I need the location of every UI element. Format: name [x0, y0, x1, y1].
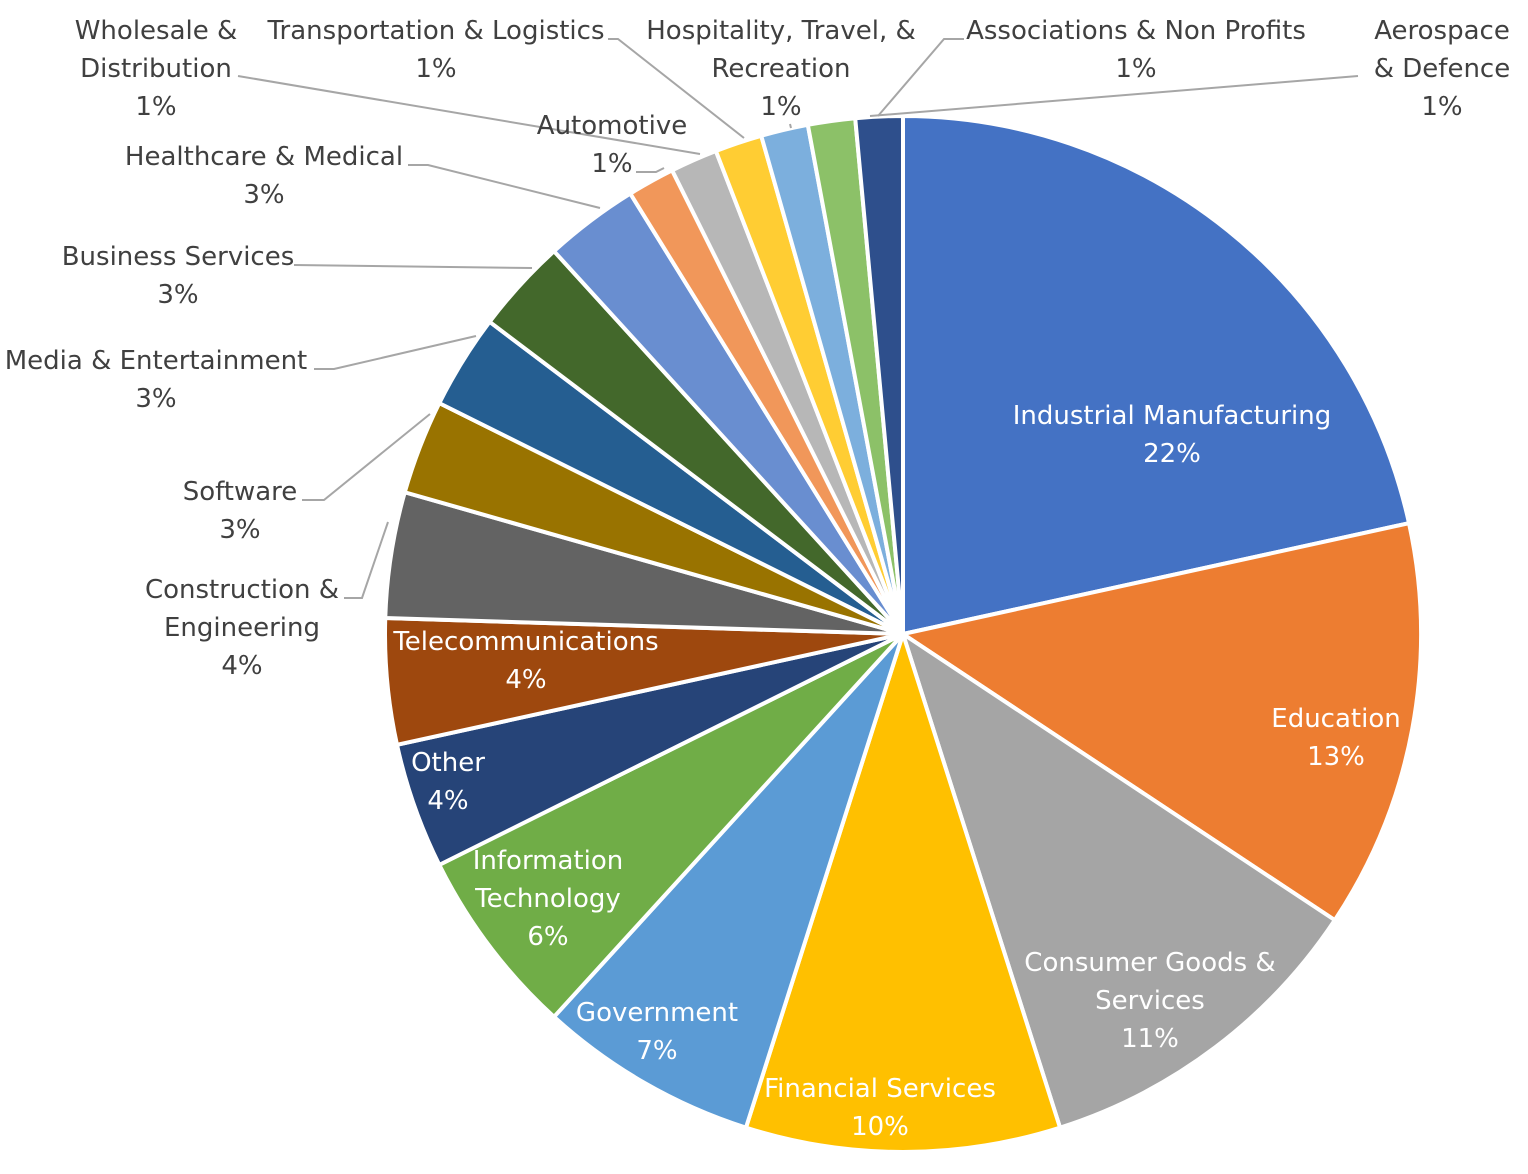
leader-line-construction-and-engineering: [344, 521, 389, 599]
data-label-software: Software 3%: [183, 477, 298, 545]
data-label-hospitality-travel-and-recreation: Hospitality, Travel, & Recreation 1%: [646, 16, 916, 122]
slice-government: [552, 632, 905, 1130]
data-label-associations-and-non-profits: Associations & Non Profits 1%: [966, 16, 1306, 84]
pie-slices: [383, 114, 1424, 1154]
leader-line-software: [302, 413, 431, 501]
data-label-media-and-entertainment: Media & Entertainment 3%: [5, 346, 308, 414]
data-label-government: Government 7%: [576, 998, 738, 1066]
slice-consumer-goods-and-services: [901, 632, 1337, 1130]
data-label-education: Education 13%: [1271, 704, 1400, 772]
leader-line-healthcare-and-medical: [408, 164, 601, 209]
slice-labels: Industrial Manufacturing 22% Education 13% C…: [5, 16, 1511, 1142]
slice-information-technology: [437, 632, 905, 1019]
data-label-business-services: Business Services 3%: [62, 242, 295, 310]
leader-line-wholesale-and-distribution: [237, 75, 701, 155]
data-label-transportation-and-logistics: Transportation & Logistics 1%: [266, 16, 604, 84]
slice-aerospace-and-defence: [853, 114, 905, 636]
data-label-construction-and-engineering: Construction & Engineering 4%: [145, 575, 339, 681]
leader-line-hospitality-travel-and-recreation: [789, 123, 792, 129]
data-label-financial-services: Financial Services 10%: [764, 1074, 996, 1142]
data-label-industrial-manufacturing: Industrial Manufacturing 22%: [1013, 401, 1331, 469]
leader-lines: [237, 38, 1359, 599]
data-label-automotive: Automotive 1%: [537, 111, 687, 179]
leader-line-automotive: [636, 167, 665, 173]
data-label-healthcare-and-medical: Healthcare & Medical 3%: [125, 142, 403, 210]
data-label-aerospace-and-defence: Aerospace & Defence 1%: [1374, 16, 1510, 122]
leader-line-associations-and-non-profits: [877, 38, 964, 117]
leader-line-media-and-entertainment: [314, 335, 477, 370]
data-label-other: Other 4%: [411, 748, 485, 816]
slice-education: [901, 521, 1424, 923]
data-label-telecommunications: Telecommunications 4%: [392, 627, 658, 695]
data-label-consumer-goods-and-services: Consumer Goods & Services 11%: [1024, 948, 1275, 1054]
slice-financial-services: [743, 632, 1063, 1154]
leader-line-aerospace-and-defence: [869, 75, 1359, 117]
data-label-wholesale-and-distribution: Wholesale & Distribution 1%: [75, 16, 238, 122]
data-label-information-technology: Information Technology 6%: [473, 846, 624, 952]
slice-industrial-manufacturing: [901, 114, 1412, 636]
leader-line-transportation-and-logistics: [608, 38, 745, 139]
leader-line-business-services: [293, 264, 533, 269]
